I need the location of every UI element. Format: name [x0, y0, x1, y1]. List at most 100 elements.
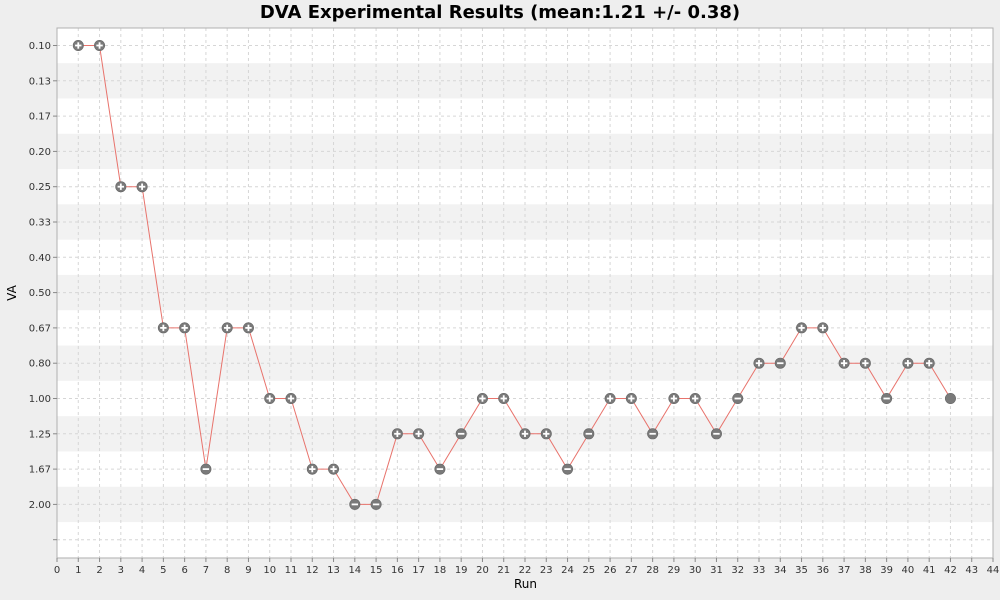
x-tick-label: 7 — [203, 565, 209, 576]
marker-circle — [944, 392, 956, 404]
x-tick-label: 1 — [75, 565, 81, 576]
x-tick-label: 36 — [816, 565, 829, 576]
data-point — [242, 322, 254, 334]
data-point — [370, 498, 382, 510]
x-tick-label: 28 — [646, 565, 659, 576]
x-tick-label: 40 — [902, 565, 915, 576]
data-point — [200, 463, 212, 475]
x-tick-label: 6 — [181, 565, 187, 576]
x-tick-label: 2 — [96, 565, 102, 576]
data-point — [923, 357, 935, 369]
data-point — [391, 428, 403, 440]
data-point — [179, 322, 191, 334]
y-tick-label: 0.25 — [29, 182, 51, 193]
x-tick-label: 42 — [944, 565, 957, 576]
x-tick-label: 33 — [753, 565, 766, 576]
y-tick-label: 0.17 — [29, 112, 51, 123]
data-point — [72, 39, 84, 51]
x-tick-label: 11 — [285, 565, 298, 576]
x-tick-label: 39 — [880, 565, 893, 576]
x-tick-label: 34 — [774, 565, 787, 576]
x-tick-label: 8 — [224, 565, 230, 576]
data-point — [774, 357, 786, 369]
x-tick-label: 4 — [139, 565, 145, 576]
data-point — [625, 392, 637, 404]
y-tick-label: 2.00 — [29, 500, 51, 511]
y-tick-label: 0.20 — [29, 147, 51, 158]
data-point — [753, 357, 765, 369]
data-point — [94, 39, 106, 51]
data-point — [604, 392, 616, 404]
x-tick-label: 0 — [54, 565, 60, 576]
y-tick-label: 0.10 — [29, 41, 51, 52]
y-tick-label: 0.13 — [29, 76, 51, 87]
data-point — [668, 392, 680, 404]
data-point — [583, 428, 595, 440]
data-point — [349, 498, 361, 510]
x-tick-label: 13 — [327, 565, 340, 576]
x-tick-label: 21 — [497, 565, 510, 576]
data-point — [859, 357, 871, 369]
y-tick-label: 0.50 — [29, 288, 51, 299]
y-axis-label: VA — [5, 285, 19, 301]
data-point — [328, 463, 340, 475]
x-tick-label: 29 — [668, 565, 681, 576]
x-tick-label: 37 — [838, 565, 851, 576]
x-tick-label: 14 — [348, 565, 361, 576]
y-tick-label: 0.67 — [29, 323, 51, 334]
y-tick-label: 1.25 — [29, 429, 51, 440]
x-tick-label: 20 — [476, 565, 489, 576]
data-point — [944, 392, 956, 404]
data-point — [817, 322, 829, 334]
x-tick-label: 27 — [625, 565, 638, 576]
data-point — [476, 392, 488, 404]
x-tick-label: 32 — [731, 565, 744, 576]
data-point — [647, 428, 659, 440]
data-point — [434, 463, 446, 475]
y-tick-label: 0.80 — [29, 359, 51, 370]
x-tick-label: 19 — [455, 565, 468, 576]
x-tick-label: 38 — [859, 565, 872, 576]
data-point — [540, 428, 552, 440]
x-tick-label: 16 — [391, 565, 404, 576]
data-point — [498, 392, 510, 404]
x-tick-label: 15 — [370, 565, 383, 576]
data-point — [796, 322, 808, 334]
x-tick-label: 25 — [582, 565, 595, 576]
x-tick-label: 41 — [923, 565, 936, 576]
data-point — [710, 428, 722, 440]
data-point — [136, 181, 148, 193]
data-point — [689, 392, 701, 404]
data-point — [732, 392, 744, 404]
x-axis-label: Run — [513, 577, 537, 591]
data-point — [455, 428, 467, 440]
chart-title: DVA Experimental Results (mean:1.21 +/- … — [259, 2, 741, 23]
x-tick-label: 30 — [689, 565, 702, 576]
y-tick-label: 1.67 — [29, 465, 51, 476]
data-point — [221, 322, 233, 334]
x-tick-label: 22 — [519, 565, 532, 576]
x-tick-label: 31 — [710, 565, 723, 576]
data-point — [264, 392, 276, 404]
x-tick-label: 3 — [118, 565, 124, 576]
data-point — [838, 357, 850, 369]
data-point — [306, 463, 318, 475]
x-tick-label: 10 — [263, 565, 276, 576]
data-point — [902, 357, 914, 369]
x-tick-label: 12 — [306, 565, 319, 576]
x-tick-label: 17 — [412, 565, 425, 576]
x-tick-label: 18 — [434, 565, 447, 576]
y-tick-label: 1.00 — [29, 394, 51, 405]
x-tick-label: 43 — [965, 565, 978, 576]
x-tick-label: 26 — [604, 565, 617, 576]
data-point — [562, 463, 574, 475]
data-point — [285, 392, 297, 404]
x-tick-label: 9 — [245, 565, 251, 576]
x-tick-label: 44 — [987, 565, 1000, 576]
x-tick-label: 35 — [795, 565, 808, 576]
y-tick-label: 0.33 — [29, 218, 51, 229]
data-point — [519, 428, 531, 440]
data-point — [413, 428, 425, 440]
